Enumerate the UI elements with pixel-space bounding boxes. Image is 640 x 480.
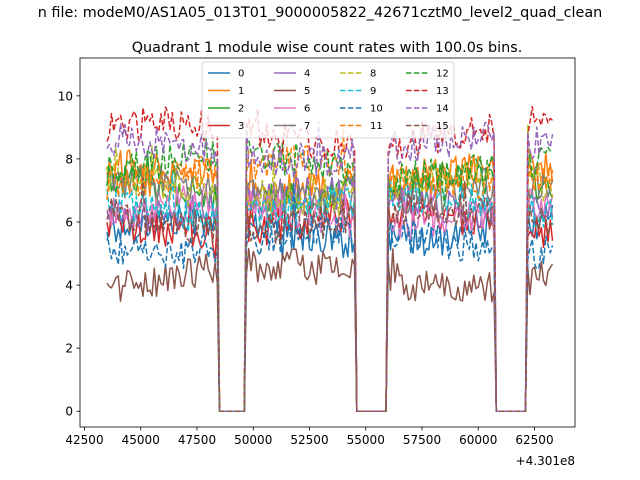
legend-label-6: 6	[304, 104, 310, 115]
figure-suptitle: n file: modeM0/AS1A05_013T01_9000005822_…	[38, 5, 603, 21]
legend-label-3: 3	[238, 121, 244, 132]
legend-label-2: 2	[238, 104, 244, 115]
series-line-9	[106, 173, 554, 412]
legend-label-5: 5	[304, 86, 310, 97]
x-tick-label: 47500	[178, 433, 216, 447]
x-tick-label: 50000	[234, 433, 272, 447]
legend-label-15: 15	[436, 121, 449, 132]
series-line-7	[106, 164, 554, 412]
legend-label-10: 10	[370, 104, 383, 115]
y-tick-label: 10	[58, 89, 73, 103]
series-line-14	[106, 121, 554, 412]
legend-label-9: 9	[370, 86, 376, 97]
x-tick-label: 45000	[122, 433, 160, 447]
y-tick-label: 2	[65, 342, 73, 356]
legend-label-0: 0	[238, 69, 244, 80]
series-line-5	[106, 248, 554, 412]
series-line-0	[106, 203, 554, 412]
x-tick-label: 42500	[65, 433, 103, 447]
series-line-12	[106, 137, 554, 412]
y-tick-label: 0	[65, 405, 73, 419]
legend-label-12: 12	[436, 69, 449, 80]
chart-title: Quadrant 1 module wise count rates with …	[132, 40, 523, 56]
series-line-10	[106, 182, 554, 412]
legend-label-14: 14	[436, 104, 449, 115]
y-tick-label: 6	[65, 216, 73, 230]
x-tick-label: 62500	[515, 433, 553, 447]
x-tick-label: 55000	[347, 433, 385, 447]
series-line-8	[106, 124, 554, 412]
legend-label-8: 8	[370, 69, 376, 80]
x-tick-label: 52500	[290, 433, 328, 447]
legend-label-1: 1	[238, 86, 244, 97]
legend-label-13: 13	[436, 86, 449, 97]
x-axis-ticks: 42500 45000 47500 50000 52500 55000 57500 60000…	[65, 427, 554, 447]
legend-label-11: 11	[370, 121, 383, 132]
series-line-15	[106, 176, 553, 412]
legend-box	[201, 61, 455, 139]
series-layer	[106, 105, 554, 412]
y-tick-label: 8	[65, 152, 73, 166]
x-offset-label: +4.301e8	[516, 454, 575, 468]
x-tick-label: 60000	[459, 433, 497, 447]
x-tick-label: 57500	[403, 433, 441, 447]
plot-frame	[79, 57, 576, 428]
legend-label-4: 4	[304, 69, 310, 80]
series-line-13	[106, 105, 554, 412]
legend-label-7: 7	[304, 121, 310, 132]
y-axis-ticks: 0 2 4 6 8 10	[58, 89, 80, 419]
y-tick-label: 4	[65, 279, 73, 293]
